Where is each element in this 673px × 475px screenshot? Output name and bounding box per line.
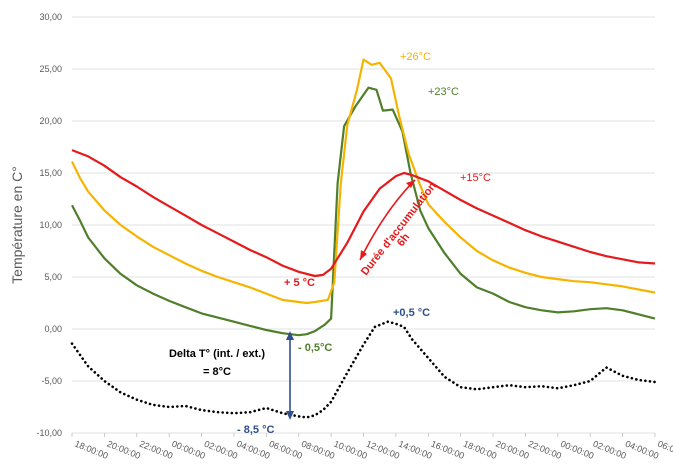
- accumulation-label: Durée d'accumulation: [359, 180, 439, 278]
- x-tick-label: 20:00:00: [106, 439, 142, 461]
- x-tick-label: 02:00:00: [591, 439, 627, 461]
- x-tick-label: 00:00:00: [170, 439, 206, 461]
- x-tick-label: 20:00:00: [494, 439, 530, 461]
- y-axis-ticks: -10,00 -5,00 0,00 5,00 10,00 15,00 20,00 25,00 3…: [36, 12, 62, 438]
- x-tick-label: 04:00:00: [624, 439, 660, 461]
- x-tick-label: 02:00:00: [203, 439, 239, 461]
- delta-arrow-head-bottom: [286, 411, 294, 420]
- x-tick-label: 06:00:00: [268, 439, 304, 461]
- y-tick-label: 20,00: [39, 116, 62, 126]
- series-black: [70, 320, 657, 419]
- delta-label-line2: = 8°C: [203, 366, 231, 378]
- y-tick-label: 5,00: [44, 272, 62, 282]
- x-tick-label: 06:00:00: [656, 439, 673, 461]
- delta-arrow-head-top: [286, 331, 294, 340]
- annotations: +26°C +23°C +15°C + 5 °C Durée d'accumul…: [169, 51, 491, 436]
- y-tick-label: 10,00: [39, 220, 62, 230]
- x-tick-label: 14:00:00: [397, 439, 433, 461]
- x-tick-label: 10:00:00: [332, 439, 368, 461]
- red-min-label: + 5 °C: [284, 277, 315, 289]
- series-orange: [71, 58, 656, 305]
- y-tick-label: 25,00: [39, 64, 62, 74]
- y-tick-label: 15,00: [39, 168, 62, 178]
- series-group: [70, 58, 657, 419]
- accumulation-arrow: [359, 179, 416, 261]
- orange-peak-label: +26°C: [400, 51, 431, 63]
- green-peak-label: +23°C: [428, 86, 459, 98]
- x-tick-label: 16:00:00: [430, 439, 466, 461]
- x-tick-label: 22:00:00: [138, 439, 174, 461]
- y-tick-label: -10,00: [36, 428, 62, 438]
- black-min-label: - 8,5 °C: [237, 424, 274, 436]
- red-peak-label: +15°C: [460, 172, 491, 184]
- y-axis-label: Température en C°: [9, 166, 25, 284]
- x-axis-ticks: 18:00:0020:00:0022:00:0000:00:0002:00:00…: [71, 433, 673, 461]
- x-tick-label: 22:00:00: [527, 439, 563, 461]
- x-tick-label: 00:00:00: [559, 439, 595, 461]
- green-min-label: - 0,5°C: [298, 342, 332, 354]
- black-peak-label: +0,5 °C: [393, 307, 430, 319]
- delta-label-line1: Delta T° (int. / ext.): [169, 348, 265, 360]
- series-red: [71, 149, 656, 278]
- x-tick-label: 12:00:00: [365, 439, 401, 461]
- accumulation-arrow-head-bottom: [360, 250, 367, 260]
- x-tick-label: 18:00:00: [462, 439, 498, 461]
- y-tick-label: -5,00: [41, 376, 62, 386]
- grid: [72, 16, 655, 434]
- y-tick-label: 30,00: [39, 12, 62, 22]
- x-tick-label: 08:00:00: [300, 439, 336, 461]
- accumulation-arrow-head-top: [406, 180, 415, 188]
- x-tick-label: 04:00:00: [235, 439, 271, 461]
- x-tick-label: 18:00:00: [73, 439, 109, 461]
- y-tick-label: 0,00: [44, 324, 62, 334]
